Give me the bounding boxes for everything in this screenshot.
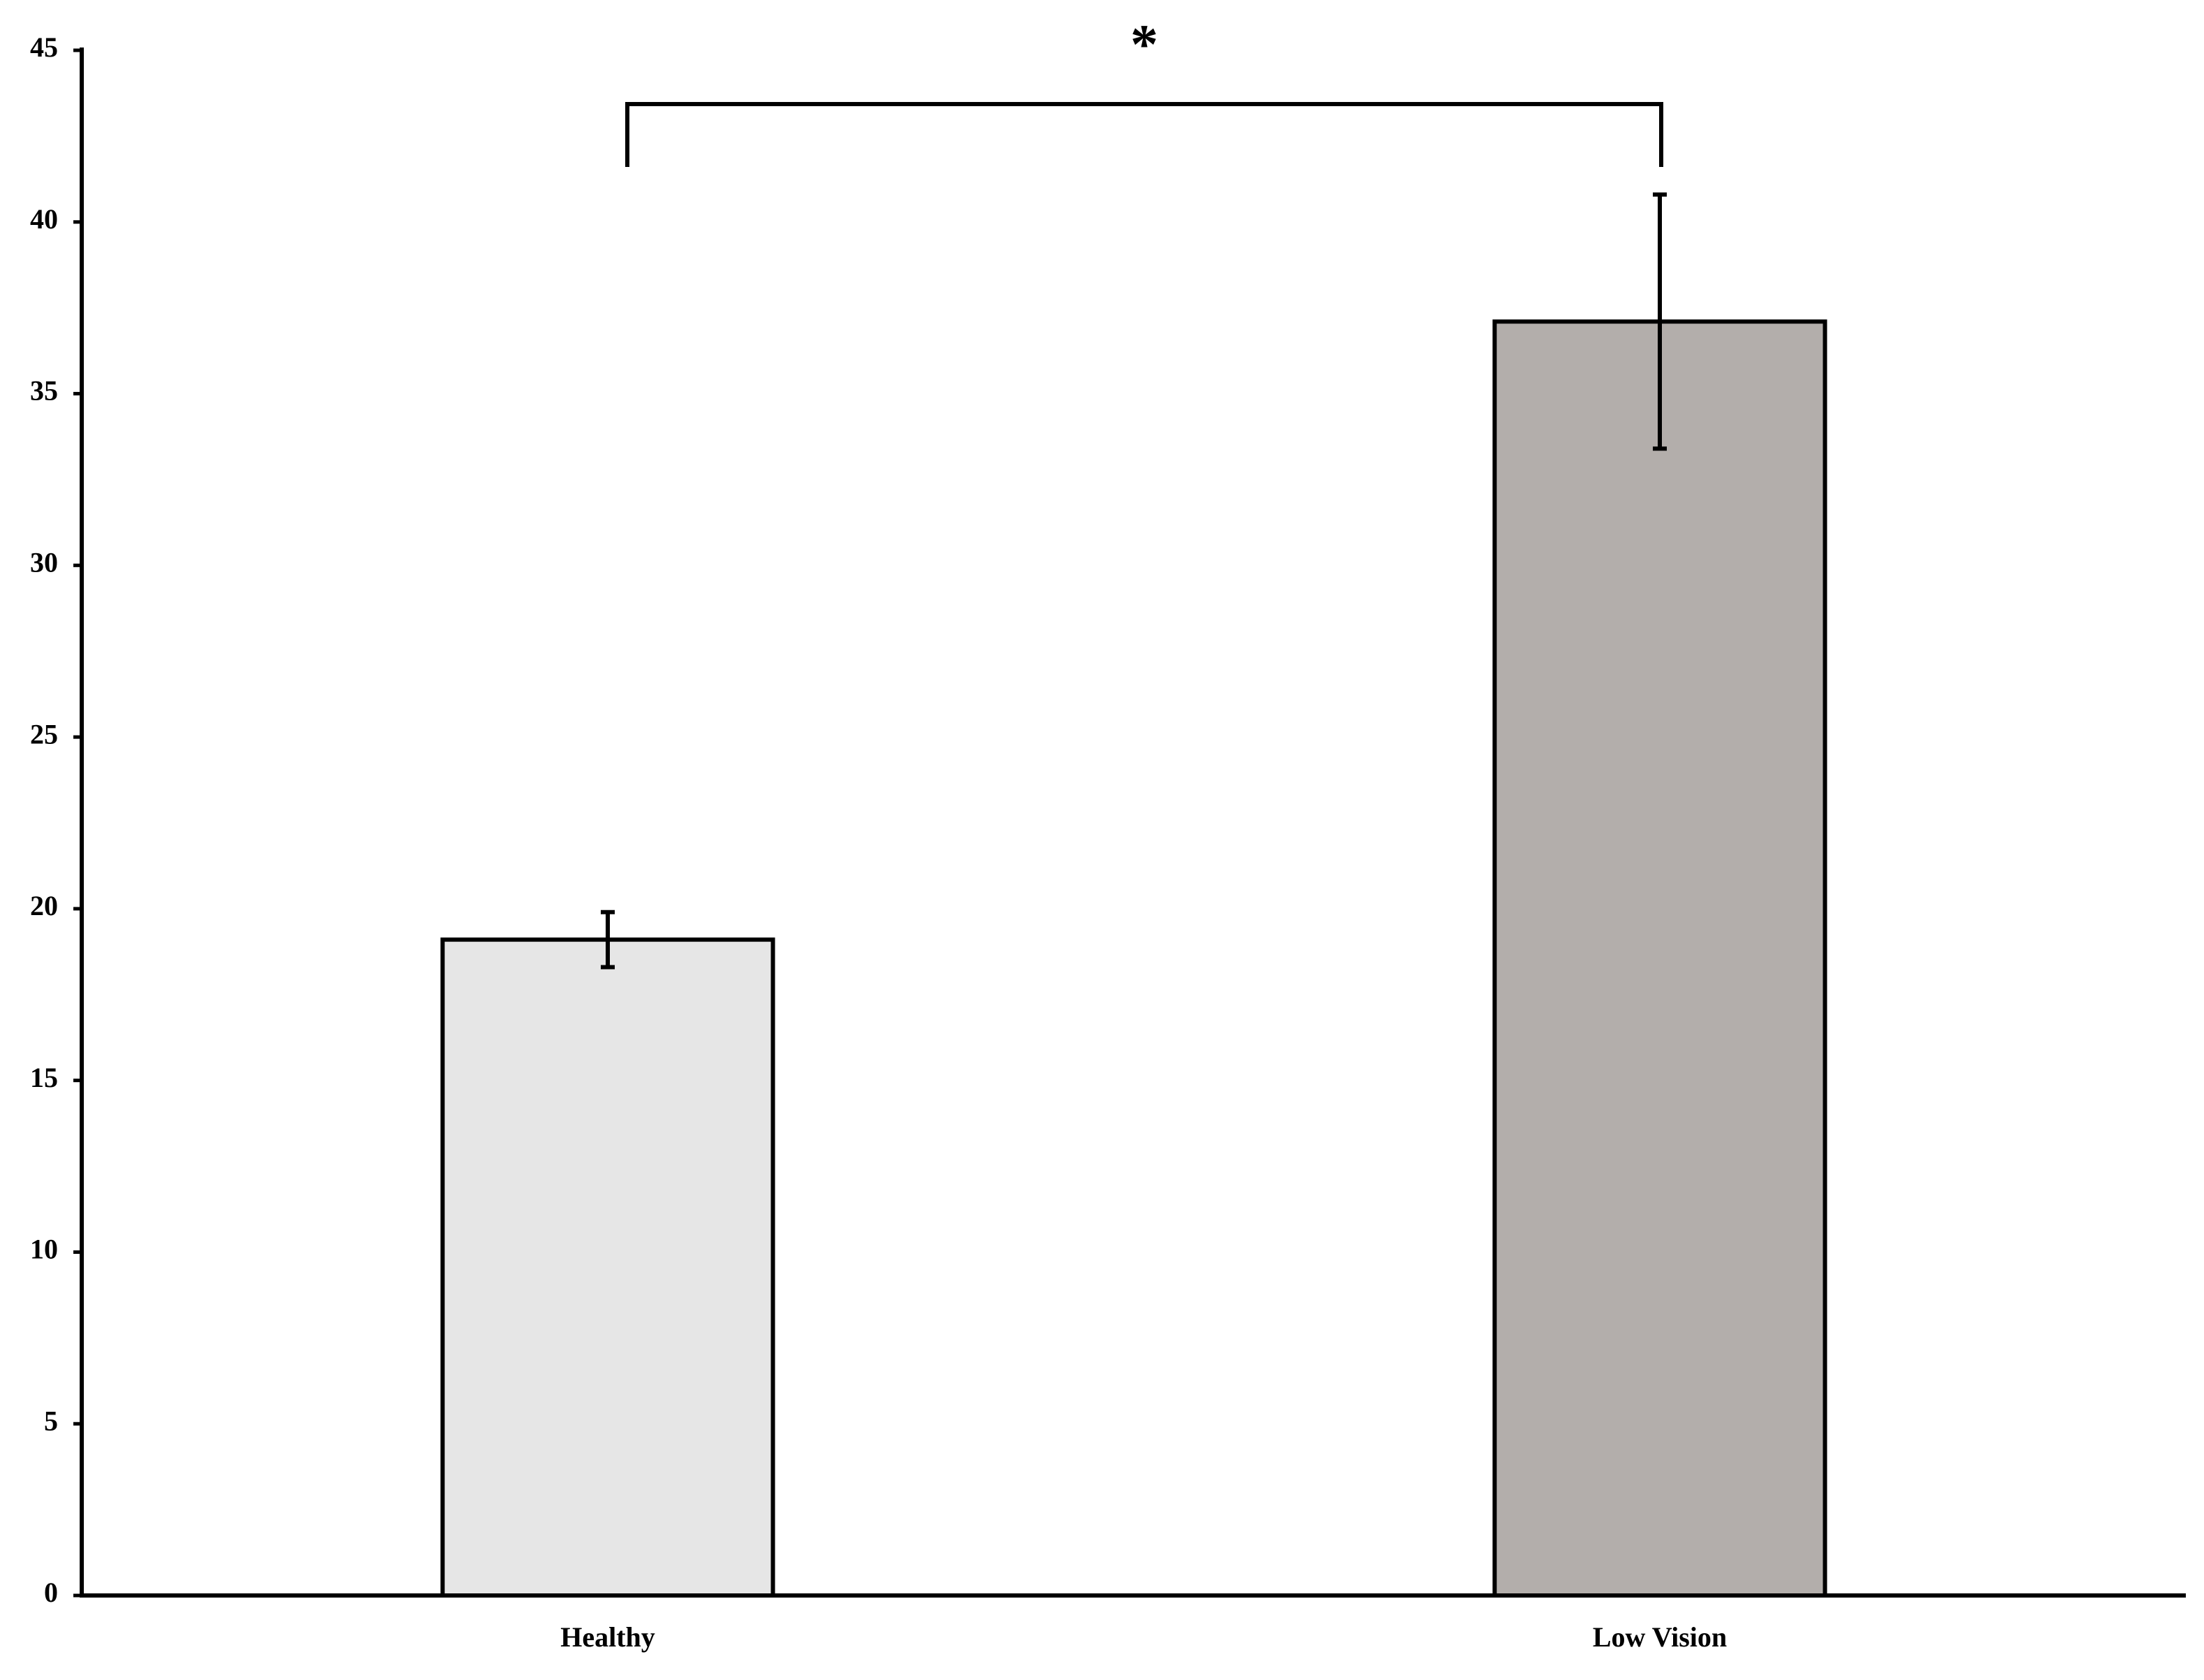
y-tick-label: 0 [44, 1577, 58, 1608]
y-tick-label: 10 [30, 1234, 58, 1265]
x-tick-label: Low Vision [1593, 1621, 1727, 1653]
error-bar [1653, 192, 1667, 451]
y-tick-label: 35 [30, 375, 58, 407]
bar [1492, 319, 1827, 1598]
y-tick-label: 15 [30, 1062, 58, 1093]
significance-marker: * [1130, 14, 1158, 75]
y-tick-label: 45 [30, 31, 58, 63]
y-tick-label: 30 [30, 547, 58, 578]
significance-bracket [625, 102, 1663, 167]
bar [440, 937, 775, 1598]
y-tick-label: 5 [44, 1405, 58, 1436]
y-tick-label: 25 [30, 718, 58, 750]
x-tick-label: Healthy [560, 1621, 655, 1653]
y-tick-label: 40 [30, 203, 58, 235]
y-tick-label: 20 [30, 890, 58, 921]
error-bar [601, 910, 615, 970]
